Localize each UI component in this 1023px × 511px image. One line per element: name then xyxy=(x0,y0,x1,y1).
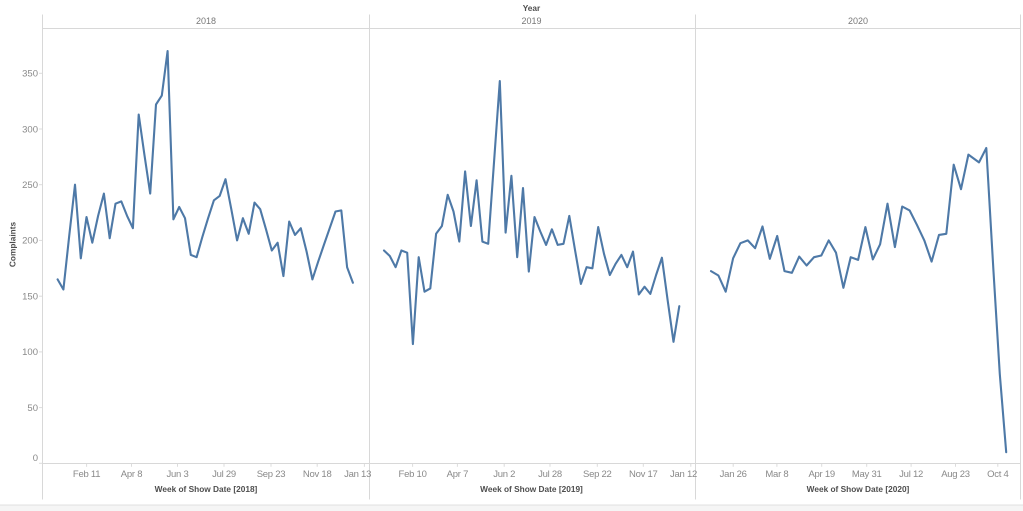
svg-text:Jan 12: Jan 12 xyxy=(670,469,697,480)
svg-text:Apr 8: Apr 8 xyxy=(121,469,142,480)
svg-text:Week of Show Date [2019]: Week of Show Date [2019] xyxy=(480,484,583,494)
svg-text:Nov 18: Nov 18 xyxy=(303,469,332,480)
svg-text:2020: 2020 xyxy=(848,16,868,26)
svg-text:200: 200 xyxy=(22,236,38,247)
svg-text:Jan 26: Jan 26 xyxy=(720,469,747,480)
svg-text:50: 50 xyxy=(27,403,38,414)
svg-text:Sep 23: Sep 23 xyxy=(257,469,286,480)
svg-text:Nov 17: Nov 17 xyxy=(629,469,658,480)
svg-text:300: 300 xyxy=(22,124,38,135)
svg-text:Jun 3: Jun 3 xyxy=(167,469,189,480)
svg-text:Aug 23: Aug 23 xyxy=(941,469,970,480)
svg-text:100: 100 xyxy=(22,347,38,358)
svg-text:Week of Show Date [2018]: Week of Show Date [2018] xyxy=(155,484,258,494)
svg-text:Jul 29: Jul 29 xyxy=(212,469,236,480)
svg-text:Jan 13: Jan 13 xyxy=(344,469,371,480)
svg-text:Jul 12: Jul 12 xyxy=(899,469,923,480)
svg-text:350: 350 xyxy=(22,69,38,80)
svg-text:Jun 2: Jun 2 xyxy=(493,469,515,480)
svg-text:Jul 28: Jul 28 xyxy=(538,469,562,480)
svg-text:May 31: May 31 xyxy=(852,469,882,480)
svg-text:Apr 19: Apr 19 xyxy=(808,469,835,480)
svg-text:Sep 22: Sep 22 xyxy=(583,469,612,480)
svg-text:Year: Year xyxy=(523,3,541,13)
svg-text:Mar 8: Mar 8 xyxy=(765,469,788,480)
svg-text:Feb 10: Feb 10 xyxy=(399,469,427,480)
svg-text:150: 150 xyxy=(22,292,38,303)
svg-text:Oct 4: Oct 4 xyxy=(987,469,1008,480)
svg-text:Week of Show Date [2020]: Week of Show Date [2020] xyxy=(807,484,910,494)
svg-text:Complaints: Complaints xyxy=(7,222,17,268)
svg-text:2018: 2018 xyxy=(196,16,216,26)
svg-text:250: 250 xyxy=(22,180,38,191)
svg-text:0: 0 xyxy=(33,453,38,464)
svg-text:Feb 11: Feb 11 xyxy=(73,469,100,480)
svg-text:Apr 7: Apr 7 xyxy=(447,469,468,480)
svg-text:2019: 2019 xyxy=(521,16,541,26)
